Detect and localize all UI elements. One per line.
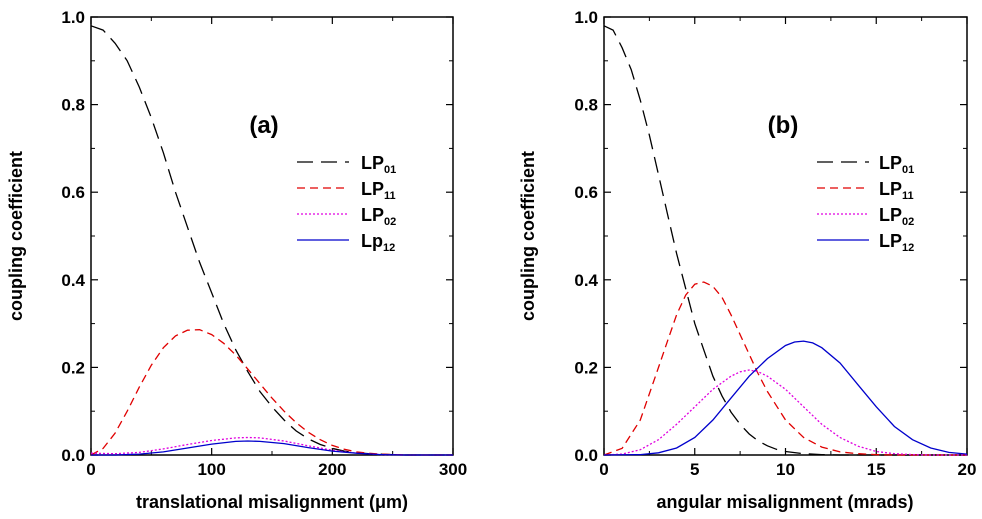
- x-tick-label: 10: [776, 460, 795, 479]
- legend-label: Lp12: [361, 231, 395, 254]
- series-line-lp02: [90, 436, 453, 456]
- series-line-lp12: [603, 340, 968, 456]
- panel-label: (b): [768, 112, 799, 139]
- y-tick-label: 0.4: [574, 271, 598, 290]
- chart-panel-a: 0 100 200 300 0.0 0.2 0.4 0.6 0.8 1.0 translationa…: [6, 8, 467, 512]
- x-tick-label: 20: [958, 460, 977, 479]
- plot-frame: [90, 16, 454, 456]
- y-tick-label: 1.0: [61, 8, 85, 27]
- y-tick-label: 0.0: [574, 446, 598, 465]
- legend-label: LP11: [361, 179, 396, 202]
- y-tick-label: 1.0: [574, 8, 598, 27]
- legend-label: LP12: [879, 231, 914, 254]
- series-line-lp12: [91, 440, 453, 456]
- y-tick-label: 0.6: [61, 183, 85, 202]
- x-axis-label: angular misalignment (mrads): [656, 492, 913, 512]
- x-tick-label: 5: [690, 460, 699, 479]
- x-axis-label: translational misalignment (μm): [136, 492, 408, 512]
- y-tick-label: 0.8: [574, 96, 598, 115]
- x-tick-label: 300: [439, 460, 467, 479]
- legend-label: LP02: [361, 205, 396, 228]
- y-tick-label: 0.2: [574, 358, 598, 377]
- series-line-lp11: [90, 329, 453, 456]
- y-axis-label: coupling coefficient: [518, 151, 538, 321]
- x-tick-label: 0: [86, 460, 95, 479]
- y-tick-label: 0.4: [61, 271, 85, 290]
- y-tick-label: 0.8: [61, 96, 85, 115]
- chart-panel-b: 0 5 10 15 20 0.0 0.2 0.4 0.6 0.8 1.0 angular misali…: [518, 8, 976, 512]
- legend-label: LP02: [879, 205, 914, 228]
- panel-label: (a): [249, 112, 278, 139]
- y-tick-label: 0.6: [574, 183, 598, 202]
- y-axis-label: coupling coefficient: [6, 151, 26, 321]
- series-line-lp01: [90, 25, 453, 456]
- series-line-lp11: [603, 281, 967, 456]
- plot-frame: [603, 16, 968, 456]
- y-tick-label: 0.2: [61, 358, 85, 377]
- x-tick-label: 100: [197, 460, 225, 479]
- legend-label: LP01: [879, 153, 914, 176]
- x-tick-label: 15: [867, 460, 886, 479]
- legend-label: LP11: [879, 179, 914, 202]
- x-tick-label: 200: [318, 460, 346, 479]
- series-line-lp01: [603, 25, 967, 456]
- y-tick-label: 0.0: [61, 446, 85, 465]
- x-tick-label: 0: [599, 460, 608, 479]
- legend-label: LP01: [361, 153, 396, 176]
- series-line-lp02: [603, 369, 967, 456]
